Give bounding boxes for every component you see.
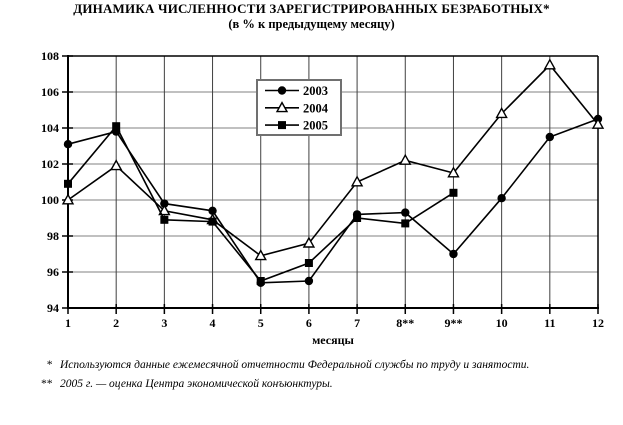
y-tick-label: 100 bbox=[41, 193, 59, 207]
y-tick-label: 94 bbox=[47, 301, 59, 315]
x-tick-label: 10 bbox=[496, 316, 508, 330]
series-2005-marker bbox=[353, 214, 362, 222]
series-2005-marker bbox=[208, 217, 217, 226]
series-2004-marker bbox=[447, 166, 460, 178]
x-tick-label: 3 bbox=[161, 316, 167, 330]
series-2005-marker bbox=[304, 259, 313, 267]
series-2003-marker bbox=[497, 194, 506, 203]
chart-title: ДИНАМИКА ЧИСЛЕННОСТИ ЗАРЕГИСТРИРОВАННЫХ … bbox=[73, 1, 550, 16]
series-2004-marker bbox=[399, 153, 412, 165]
series-2005-marker bbox=[64, 179, 72, 188]
series-2005-marker bbox=[256, 277, 265, 285]
series-2003-marker bbox=[160, 199, 169, 208]
series-2003-marker bbox=[63, 140, 73, 149]
x-tick-label: 2 bbox=[113, 316, 119, 330]
series-2003-marker bbox=[545, 132, 555, 142]
series-2005-marker bbox=[112, 122, 121, 131]
y-tick-label: 108 bbox=[41, 49, 59, 63]
series-2005-marker bbox=[160, 215, 169, 224]
series-2004-marker bbox=[543, 58, 557, 70]
x-tick-label: 7 bbox=[354, 316, 360, 330]
x-axis-title: месяцы bbox=[312, 333, 354, 347]
x-tick-label: 12 bbox=[592, 316, 604, 330]
x-tick-label: 9** bbox=[444, 316, 462, 330]
chart-subtitle: (в % к предыдущему месяцу) bbox=[228, 17, 395, 31]
x-tick-label: 11 bbox=[544, 316, 555, 330]
legend-2005-marker bbox=[278, 121, 286, 130]
x-tick-label: 4 bbox=[210, 316, 216, 330]
y-tick-label: 96 bbox=[47, 265, 59, 279]
series-2005-marker bbox=[449, 188, 458, 197]
y-tick-label: 98 bbox=[47, 229, 59, 243]
legend-2004-marker bbox=[275, 101, 289, 113]
y-tick-label: 102 bbox=[41, 157, 59, 171]
y-tick-label: 106 bbox=[41, 85, 59, 99]
x-tick-label: 1 bbox=[65, 316, 71, 330]
series-2004-marker bbox=[350, 175, 364, 187]
series-2004-marker bbox=[61, 193, 75, 205]
series-2004-marker bbox=[158, 204, 171, 216]
legend-2003-label: 2003 bbox=[303, 84, 328, 98]
series-2003-marker bbox=[208, 206, 217, 215]
series-2004-marker bbox=[109, 159, 123, 171]
series-2003-marker bbox=[449, 249, 458, 259]
series-2003-marker bbox=[401, 208, 410, 217]
legend-2005-label: 2005 bbox=[303, 119, 328, 133]
legend-2003-marker bbox=[277, 86, 287, 95]
x-tick-label: 5 bbox=[258, 316, 264, 330]
footnote-1: * Используются данные ежемесячной отчетн… bbox=[0, 358, 623, 372]
series-2003-marker bbox=[304, 276, 314, 286]
x-tick-label: 6 bbox=[306, 316, 312, 330]
legend-2004-label: 2004 bbox=[303, 101, 329, 115]
footnotes-block: * Используются данные ежемесячной отчетн… bbox=[0, 358, 623, 396]
footnote-2-marker: ** bbox=[40, 378, 53, 390]
series-2003-line bbox=[67, 118, 599, 284]
x-tick-label: 8** bbox=[396, 316, 414, 330]
footnote-1-marker: * bbox=[46, 359, 52, 371]
footnote-2: ** 2005 г. — оценка Центра экономической… bbox=[0, 377, 623, 391]
y-tick-label: 104 bbox=[41, 121, 59, 135]
series-2004-marker bbox=[302, 236, 316, 248]
footnote-2-text: 2005 г. — оценка Центра экономической ко… bbox=[60, 378, 333, 390]
footnote-1-text: Используются данные ежемесячной отчетнос… bbox=[60, 359, 530, 371]
series-2004-marker bbox=[591, 117, 605, 129]
series-2005-marker bbox=[401, 219, 410, 228]
series-2004-marker bbox=[254, 249, 267, 261]
series-2004-marker bbox=[495, 106, 508, 119]
